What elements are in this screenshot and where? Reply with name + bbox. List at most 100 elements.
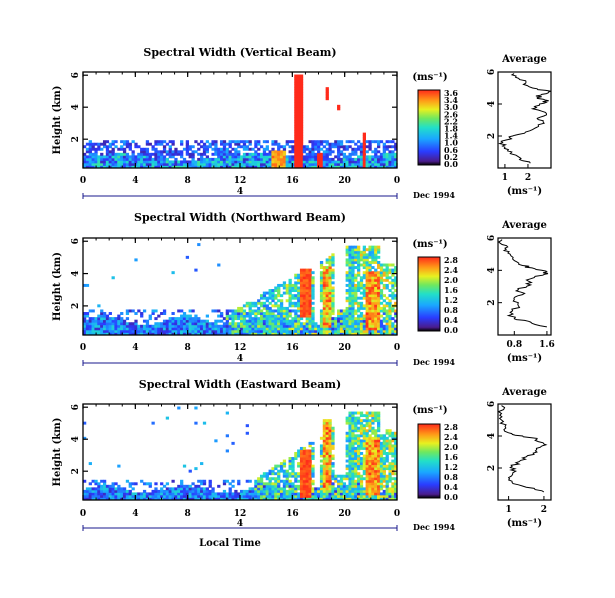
heatmap-cell [374, 457, 378, 460]
heatmap-cell [357, 271, 361, 275]
heatmap-cell [371, 444, 375, 448]
heatmap-cell [394, 477, 398, 481]
heatmap-cell [339, 487, 344, 491]
heatmap-cell [131, 152, 135, 156]
heatmap-cell [194, 160, 198, 164]
heatmap-cell [374, 319, 378, 323]
heatmap-cell [351, 309, 355, 313]
heatmap-cell [325, 281, 329, 285]
x-tick-label: 8 [185, 176, 191, 186]
heatmap-cell [345, 322, 349, 326]
heatmap-cell [254, 487, 258, 491]
heatmap-cell [157, 322, 161, 326]
heatmap-cell [225, 494, 229, 498]
heatmap-cell [265, 160, 269, 164]
heatmap-cell [322, 497, 327, 501]
heatmap-cell [299, 327, 304, 331]
heatmap-cell [359, 474, 364, 478]
heatmap-cell [325, 314, 329, 318]
heatmap-cell [279, 487, 284, 491]
heatmap-cell [262, 140, 267, 144]
heatmap-cell [385, 152, 389, 156]
heatmap-cell [277, 324, 281, 328]
heatmap-cell [94, 319, 98, 323]
heatmap-cell [291, 459, 295, 463]
heatmap-cell [385, 467, 389, 471]
heatmap-cell [348, 416, 352, 420]
heatmap-cell [299, 130, 304, 134]
heatmap-cell [294, 479, 298, 483]
heatmap-cell [91, 497, 95, 501]
heatmap-cell [240, 140, 244, 144]
heatmap-cell [288, 140, 292, 144]
heatmap-cell [382, 494, 386, 498]
heatmap-cell [97, 147, 101, 151]
heatmap-cell [334, 497, 338, 501]
heatmap-cell [271, 147, 275, 151]
heatmap-cell [288, 487, 292, 491]
heatmap-cell [334, 145, 338, 149]
heatmap-cell [394, 439, 398, 443]
heatmap-cell [374, 286, 378, 290]
heatmap-cell [291, 150, 295, 154]
heatmap-cell [311, 286, 315, 290]
heatmap-cell [102, 479, 107, 483]
heatmap-cell [182, 489, 187, 493]
heatmap-cell [83, 479, 87, 483]
heatmap-cell [377, 278, 381, 282]
heatmap-cell [351, 160, 355, 164]
heatmap-cell [251, 312, 255, 315]
heatmap-cell [348, 434, 352, 438]
heatmap-cell [362, 444, 366, 448]
heatmap-cell [105, 489, 110, 493]
heatmap-cell [394, 268, 398, 272]
heatmap-cell [388, 497, 392, 501]
heatmap-cell [362, 319, 366, 323]
heatmap-cell [337, 160, 341, 164]
heatmap-cell [357, 289, 361, 292]
heatmap-cell [308, 444, 312, 448]
heatmap-cell [194, 317, 198, 321]
heatmap-cell [97, 160, 101, 164]
heatmap-cell [217, 497, 221, 501]
heatmap-cell [225, 162, 229, 166]
heatmap-cell [242, 314, 247, 318]
heatmap-cell [348, 263, 352, 267]
heatmap-cell [171, 160, 175, 164]
heatmap-cell [208, 494, 212, 498]
heatmap-cell [274, 497, 278, 501]
heatmap-cell [197, 497, 201, 501]
heatmap-cell [351, 489, 355, 493]
heatmap-cell [288, 464, 292, 468]
heatmap-cell [294, 99, 298, 103]
heatmap-cell [120, 489, 124, 493]
heatmap-cell [279, 489, 284, 493]
heatmap-cell [262, 155, 267, 159]
heatmap-cell [382, 327, 386, 331]
heatmap-cell [188, 322, 192, 326]
heatmap-cell [259, 304, 264, 308]
heatmap-cell [294, 135, 298, 139]
colorbar-tick-label: 2.8 [444, 422, 458, 432]
heatmap-cell [351, 140, 355, 144]
heatmap-cell [388, 294, 392, 298]
heatmap-cell [368, 429, 372, 433]
heatmap-cell [348, 454, 352, 458]
heatmap-cell [151, 312, 155, 315]
heatmap-cell [357, 426, 361, 430]
heatmap-cell [368, 250, 372, 254]
heatmap-cell [359, 426, 364, 430]
heatmap-cell [111, 152, 115, 156]
heatmap-cell [137, 492, 141, 496]
heatmap-cell [368, 260, 372, 264]
heatmap-cell [191, 319, 195, 323]
heatmap-cell [265, 327, 269, 331]
heatmap-cell [385, 487, 389, 491]
heatmap-cell [377, 446, 381, 450]
heatmap-cell [282, 160, 287, 164]
heatmap-cell [365, 444, 369, 448]
heatmap-cell [274, 140, 278, 144]
heatmap-cell [391, 278, 395, 282]
heatmap-cell [294, 294, 298, 298]
heatmap-cell [362, 464, 366, 468]
